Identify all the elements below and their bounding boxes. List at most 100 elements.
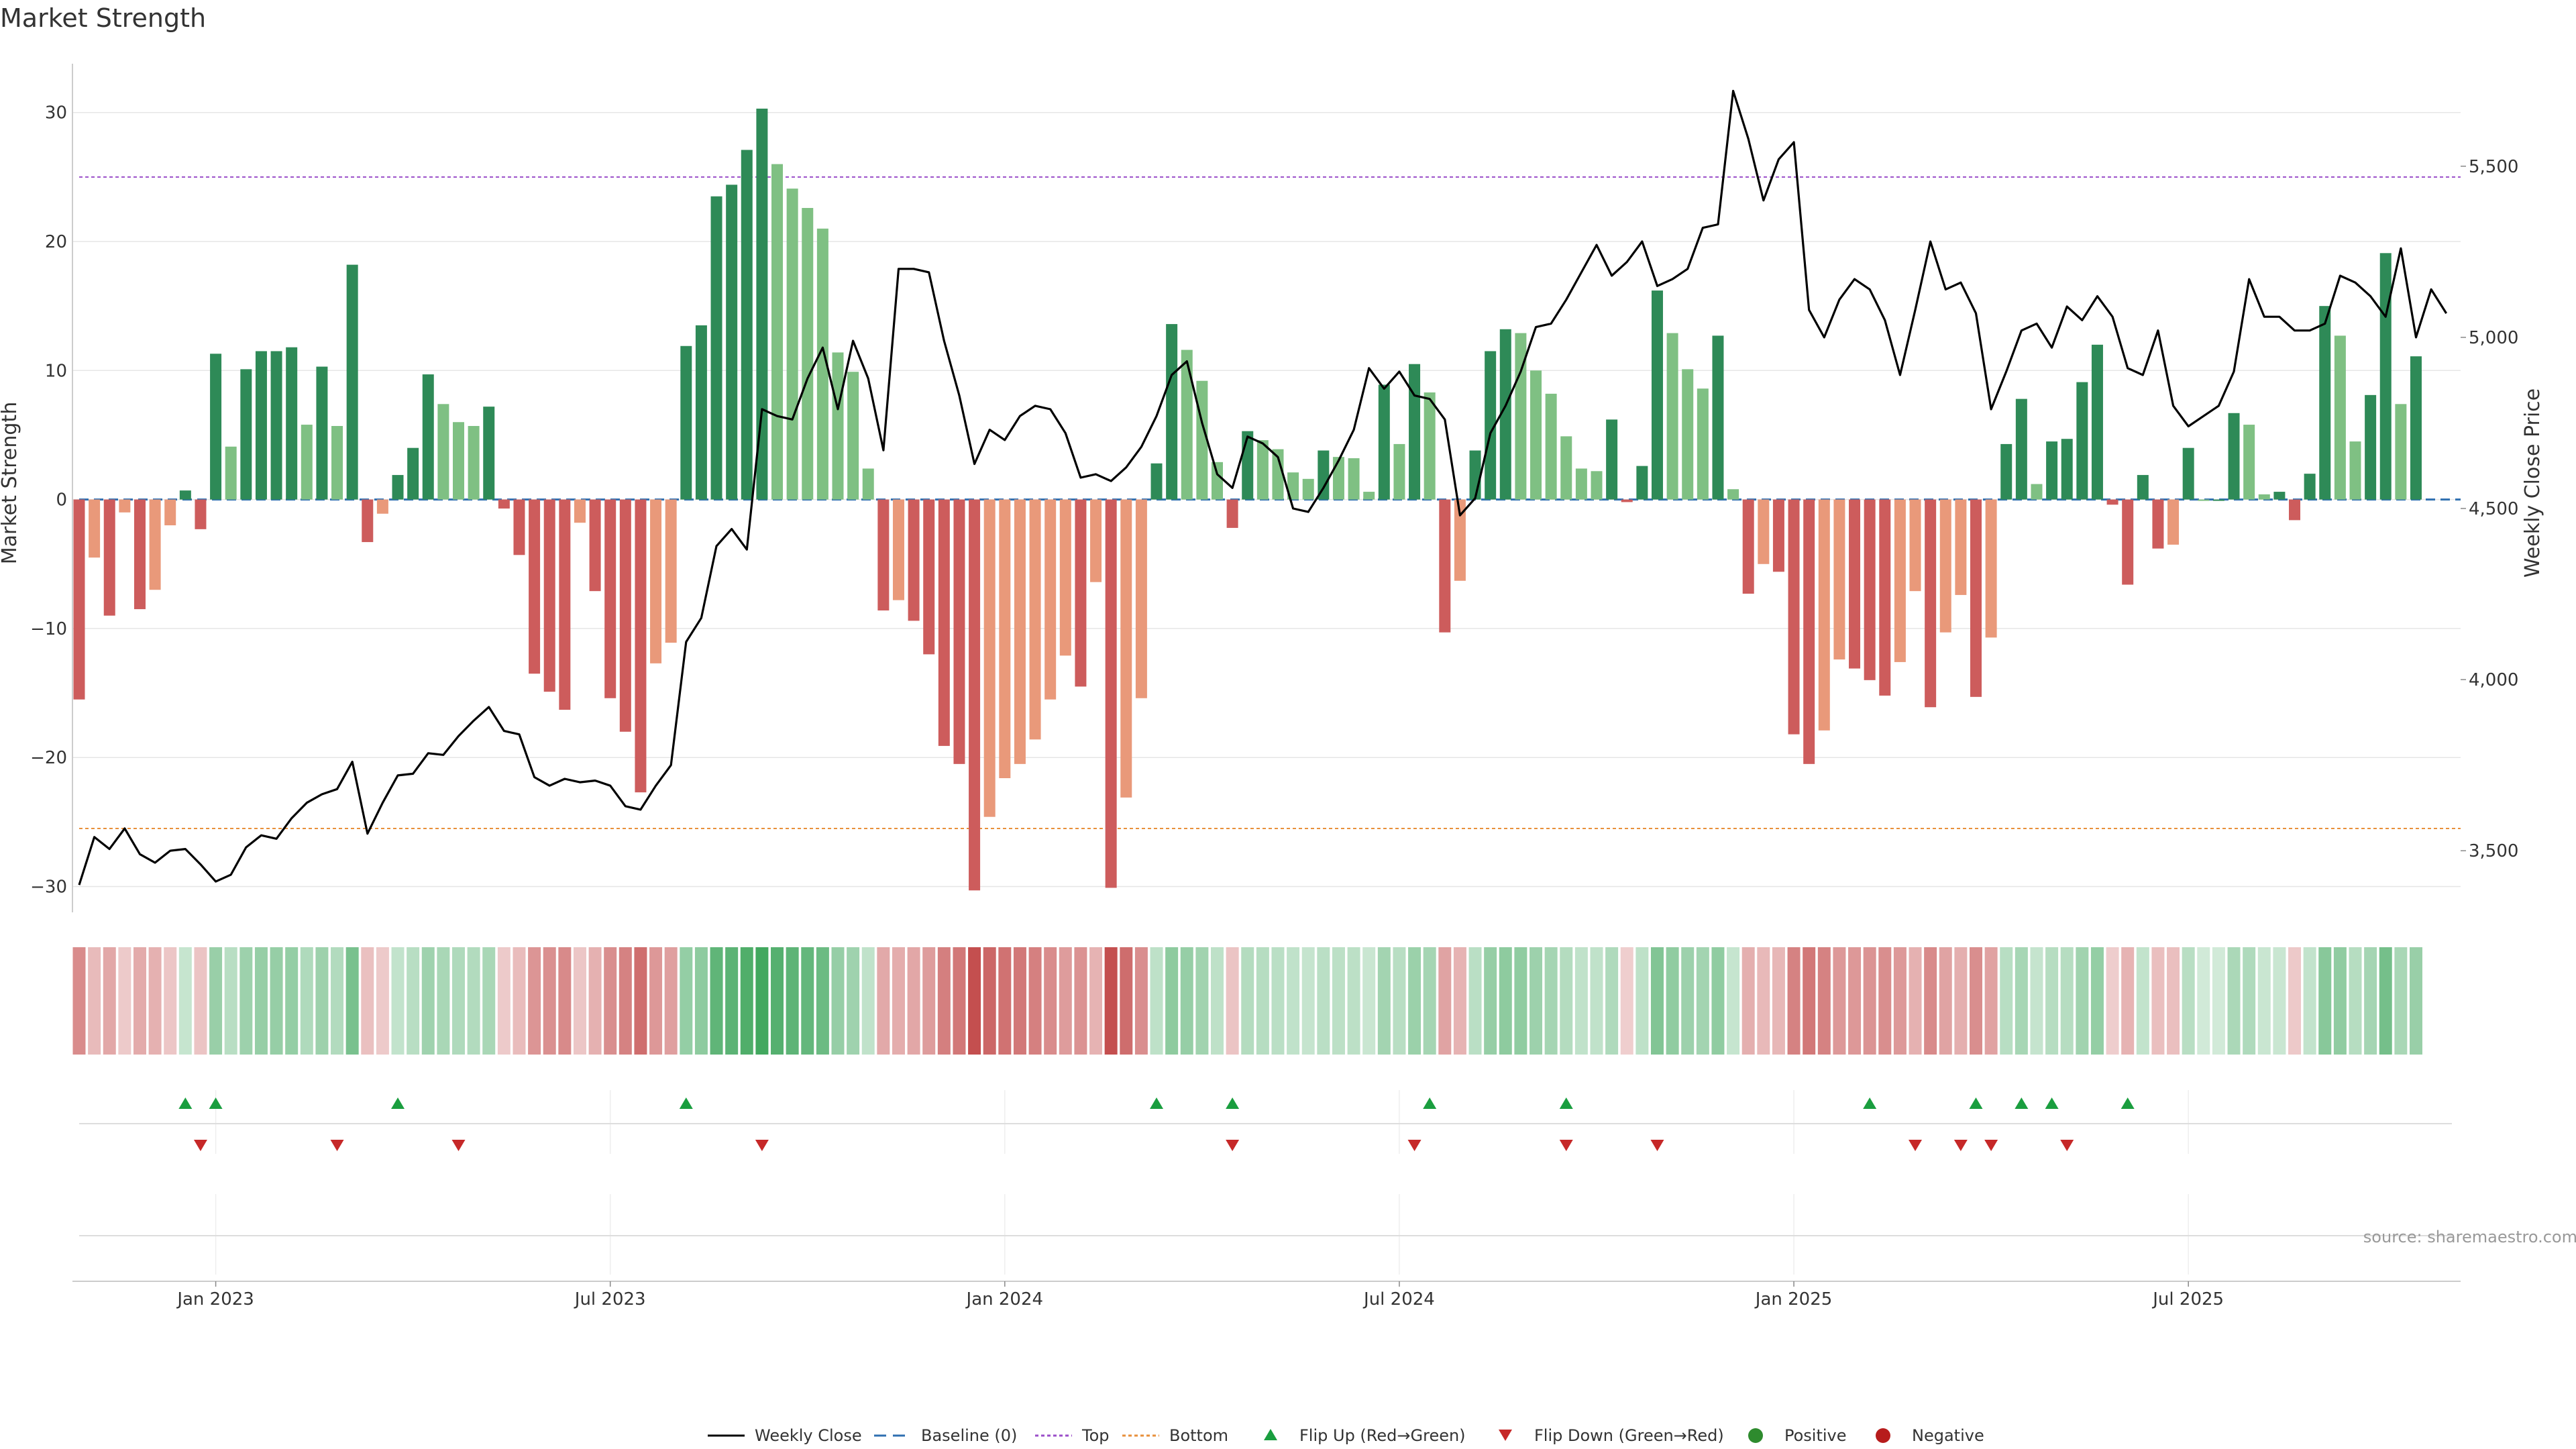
strength-bar — [1772, 499, 1784, 572]
heat-cell — [1560, 947, 1573, 1055]
strength-bar — [2273, 492, 2286, 500]
heat-cell — [2364, 947, 2377, 1055]
legend-item-flip-down: Flip Down (Green→Red) — [1499, 1426, 1724, 1445]
x-tick-label: Jul 2024 — [1362, 1289, 1435, 1309]
y-tick-left: −20 — [30, 748, 67, 768]
strength-bar — [604, 499, 616, 698]
strength-bar — [1985, 499, 1997, 638]
heat-cell — [2379, 947, 2392, 1055]
strength-bar — [635, 499, 647, 793]
strength-bar — [1682, 369, 1694, 500]
heat-cell — [1529, 947, 1543, 1055]
heat-cell — [224, 947, 237, 1055]
strength-bar — [589, 499, 601, 592]
strength-bar — [2031, 484, 2043, 500]
flip-down-marker — [193, 1140, 207, 1151]
heat-cell — [2090, 947, 2104, 1055]
flip-up-marker — [1863, 1097, 1877, 1109]
flip-down-marker — [1909, 1140, 1923, 1151]
y-tick-left: −10 — [30, 619, 67, 639]
strength-bar — [2122, 499, 2134, 585]
heat-cell — [2303, 947, 2316, 1055]
strength-bar — [847, 372, 859, 500]
strength-bar — [376, 499, 388, 514]
heat-cell — [968, 947, 981, 1055]
strength-bar — [1424, 392, 1436, 500]
heat-cell — [1650, 947, 1664, 1055]
heat-cell — [407, 947, 420, 1055]
heat-cell — [1089, 947, 1103, 1055]
heat-cell — [1833, 947, 1846, 1055]
heat-cell — [391, 947, 405, 1055]
heat-cell — [1590, 947, 1603, 1055]
strength-bar — [1894, 499, 1906, 662]
y-tick-left: 30 — [45, 103, 67, 123]
strength-bar — [316, 366, 328, 500]
strength-bar — [2182, 447, 2194, 500]
strength-bar — [2091, 344, 2103, 500]
heat-cell — [953, 947, 966, 1055]
legend-label: Weekly Close — [755, 1426, 862, 1445]
strength-bar — [1939, 499, 1951, 633]
strength-bar — [1393, 443, 1405, 500]
heat-cell — [1165, 947, 1179, 1055]
y-tick-left: 0 — [56, 490, 67, 511]
strength-bar — [1287, 472, 1299, 500]
heat-cell — [1044, 947, 1057, 1055]
heat-cell — [2349, 947, 2362, 1055]
weekly-close-line — [78, 89, 2448, 885]
strength-bar — [1332, 457, 1344, 500]
strength-bar — [1454, 499, 1466, 581]
heat-cell — [1574, 947, 1588, 1055]
heat-cell — [1393, 947, 1406, 1055]
strength-bar — [816, 228, 828, 500]
heat-cell — [1256, 947, 1269, 1055]
heat-cell — [528, 947, 541, 1055]
heat-cell — [710, 947, 723, 1055]
strength-bar — [2152, 499, 2164, 549]
strength-bar — [286, 347, 298, 500]
heat-cell — [437, 947, 450, 1055]
strength-bar — [574, 499, 586, 523]
strength-bar — [1864, 499, 1876, 680]
heat-cell — [2243, 947, 2256, 1055]
heat-cell — [1635, 947, 1649, 1055]
strength-bar — [1697, 388, 1709, 500]
strength-bar — [270, 351, 282, 500]
flip-down-marker — [1650, 1140, 1664, 1151]
strength-bar — [210, 354, 222, 500]
strength-bar — [892, 499, 904, 600]
strength-bar — [710, 196, 722, 500]
strength-bar — [1090, 499, 1102, 582]
strength-bar — [1970, 499, 1982, 697]
weekly-close-line-group — [78, 89, 2448, 885]
strength-bar — [1485, 351, 1497, 500]
strength-bar — [741, 150, 753, 500]
heat-cell — [2015, 947, 2028, 1055]
legend-label: Negative — [1912, 1426, 1984, 1445]
strength-bar — [786, 189, 798, 500]
strength-bar — [2379, 253, 2392, 500]
heat-cell — [2288, 947, 2302, 1055]
heat-cell — [1787, 947, 1801, 1055]
strength-bar — [331, 426, 343, 500]
heat-cell — [740, 947, 753, 1055]
heat-cell — [1954, 947, 1968, 1055]
strength-bar — [119, 499, 131, 513]
y-tick-right: 5,000 — [2469, 328, 2518, 348]
heat-cell — [148, 947, 162, 1055]
heat-cell — [1741, 947, 1755, 1055]
heat-cell — [2394, 947, 2408, 1055]
strength-bar — [2106, 499, 2118, 505]
strength-bar — [923, 499, 935, 655]
strength-bar — [1059, 499, 1071, 656]
legend-item-top: Top — [1035, 1426, 1110, 1445]
heat-cell — [861, 947, 875, 1055]
heat-cell — [1893, 947, 1907, 1055]
strength-bar — [832, 352, 844, 500]
strength-bar — [407, 447, 419, 500]
strength-bar — [2334, 335, 2346, 500]
heat-cell — [300, 947, 313, 1055]
strength-bar — [1803, 499, 1815, 764]
strength-bar — [1135, 499, 1147, 698]
